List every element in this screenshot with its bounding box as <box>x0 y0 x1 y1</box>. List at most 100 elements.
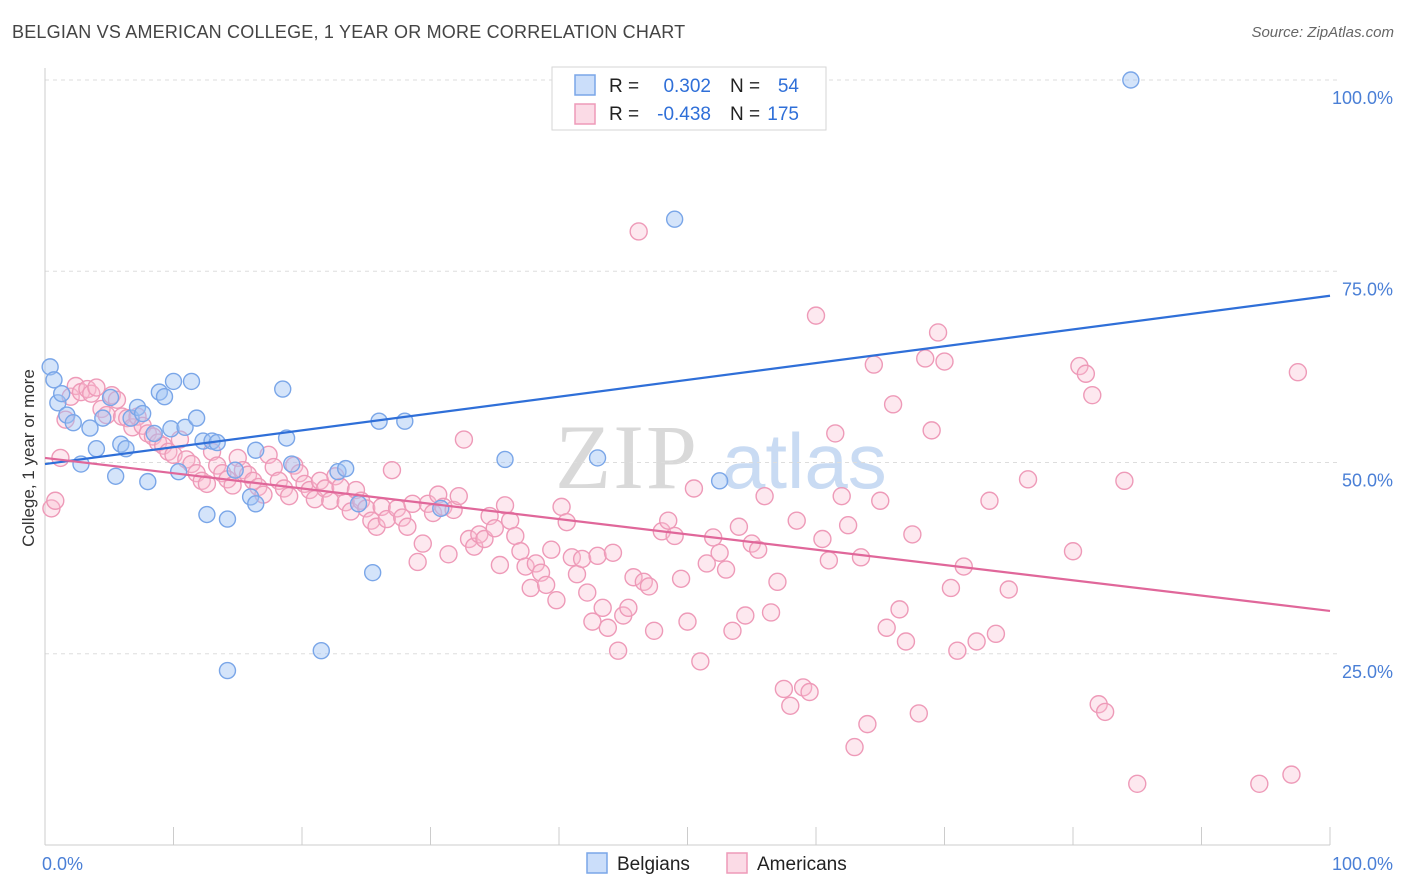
data-point <box>1083 385 1102 405</box>
data-point <box>659 511 678 530</box>
data-point <box>274 380 292 398</box>
data-point <box>684 479 704 498</box>
belgians-trend-line <box>44 294 1331 466</box>
data-point <box>729 517 749 536</box>
bottom-legend-belgians: Belgians <box>617 854 690 875</box>
legend-r-label-1: R = <box>609 76 639 97</box>
data-point <box>761 603 781 622</box>
y-tick-label-2: 50.0% <box>1342 471 1393 491</box>
bottom-swatch-belgians <box>586 852 608 874</box>
data-point <box>691 652 710 671</box>
belgians-points <box>41 71 1140 680</box>
data-point <box>264 457 283 477</box>
data-point <box>1076 364 1096 383</box>
legend-swatch-americans <box>574 103 596 125</box>
data-point <box>283 455 301 473</box>
data-point <box>572 549 592 569</box>
data-point <box>890 600 909 619</box>
data-point <box>813 529 832 549</box>
data-point <box>485 519 504 538</box>
chart-title: BELGIAN VS AMERICAN COLLEGE, 1 YEAR OR M… <box>12 22 686 42</box>
watermark-zip: ZIP <box>555 406 699 508</box>
data-point <box>723 621 742 640</box>
data-point <box>787 511 806 530</box>
legend-swatch-belgians <box>574 74 596 96</box>
data-point <box>106 467 125 485</box>
data-point <box>363 563 382 582</box>
data-point <box>403 494 422 514</box>
data-point <box>64 414 82 432</box>
data-point <box>644 621 664 640</box>
legend-n-value-2: 175 <box>767 104 799 125</box>
data-point <box>312 641 330 660</box>
data-point <box>413 534 432 553</box>
data-point <box>182 372 201 391</box>
legend-r-label-2: R = <box>609 104 639 125</box>
data-point <box>619 598 638 618</box>
data-point <box>349 495 368 513</box>
data-point <box>598 618 618 637</box>
data-point <box>593 598 612 618</box>
data-point <box>583 612 602 631</box>
americans-points <box>42 222 1308 793</box>
data-point <box>748 540 768 559</box>
data-point <box>101 388 120 407</box>
data-point <box>935 352 954 371</box>
data-point <box>162 420 180 438</box>
data-point <box>624 568 643 587</box>
data-point <box>81 419 99 437</box>
data-point <box>922 421 941 440</box>
data-point <box>511 542 530 561</box>
data-point <box>1288 363 1308 382</box>
data-point <box>629 222 648 241</box>
data-point <box>800 682 819 702</box>
data-point <box>665 526 684 546</box>
data-point <box>247 441 265 459</box>
data-point <box>521 578 540 598</box>
data-point <box>87 378 106 397</box>
data-point <box>279 486 299 506</box>
data-point <box>1018 470 1038 489</box>
trend-lines <box>44 294 1331 613</box>
y-axis-label: College, 1 year or more <box>19 369 38 547</box>
x-tick-labels: 0.0% 100.0% <box>42 854 1393 874</box>
data-point <box>247 495 265 513</box>
data-point <box>198 505 216 524</box>
data-point <box>716 560 736 579</box>
series-legend: Belgians Americans <box>586 852 847 875</box>
data-point <box>506 526 525 546</box>
data-point <box>671 569 691 588</box>
data-point <box>45 371 63 389</box>
data-point <box>107 390 127 409</box>
americans-trend-line <box>44 456 1331 613</box>
data-point <box>697 554 716 573</box>
data-point <box>883 395 903 414</box>
y-tick-label-1: 75.0% <box>1342 279 1393 299</box>
x-tick-label-max: 100.0% <box>1332 854 1393 874</box>
data-point <box>916 349 935 368</box>
data-point <box>218 510 237 528</box>
data-point <box>557 512 576 532</box>
data-point <box>896 632 916 651</box>
data-point <box>1122 71 1140 89</box>
data-point <box>948 641 967 660</box>
grid-lines <box>45 79 1340 655</box>
data-point <box>755 486 774 506</box>
data-point <box>454 430 474 449</box>
data-point <box>398 517 417 536</box>
bottom-legend-americans: Americans <box>757 854 847 875</box>
data-point <box>608 641 628 660</box>
data-point <box>155 388 174 406</box>
data-point <box>145 424 163 443</box>
data-point <box>1063 542 1083 561</box>
data-point <box>226 461 244 479</box>
data-point <box>187 409 206 427</box>
data-point <box>516 557 535 576</box>
data-point <box>46 491 65 510</box>
data-point <box>490 555 510 575</box>
data-point <box>871 491 890 510</box>
data-point <box>133 404 152 423</box>
data-point <box>336 459 355 478</box>
data-point <box>382 460 402 480</box>
